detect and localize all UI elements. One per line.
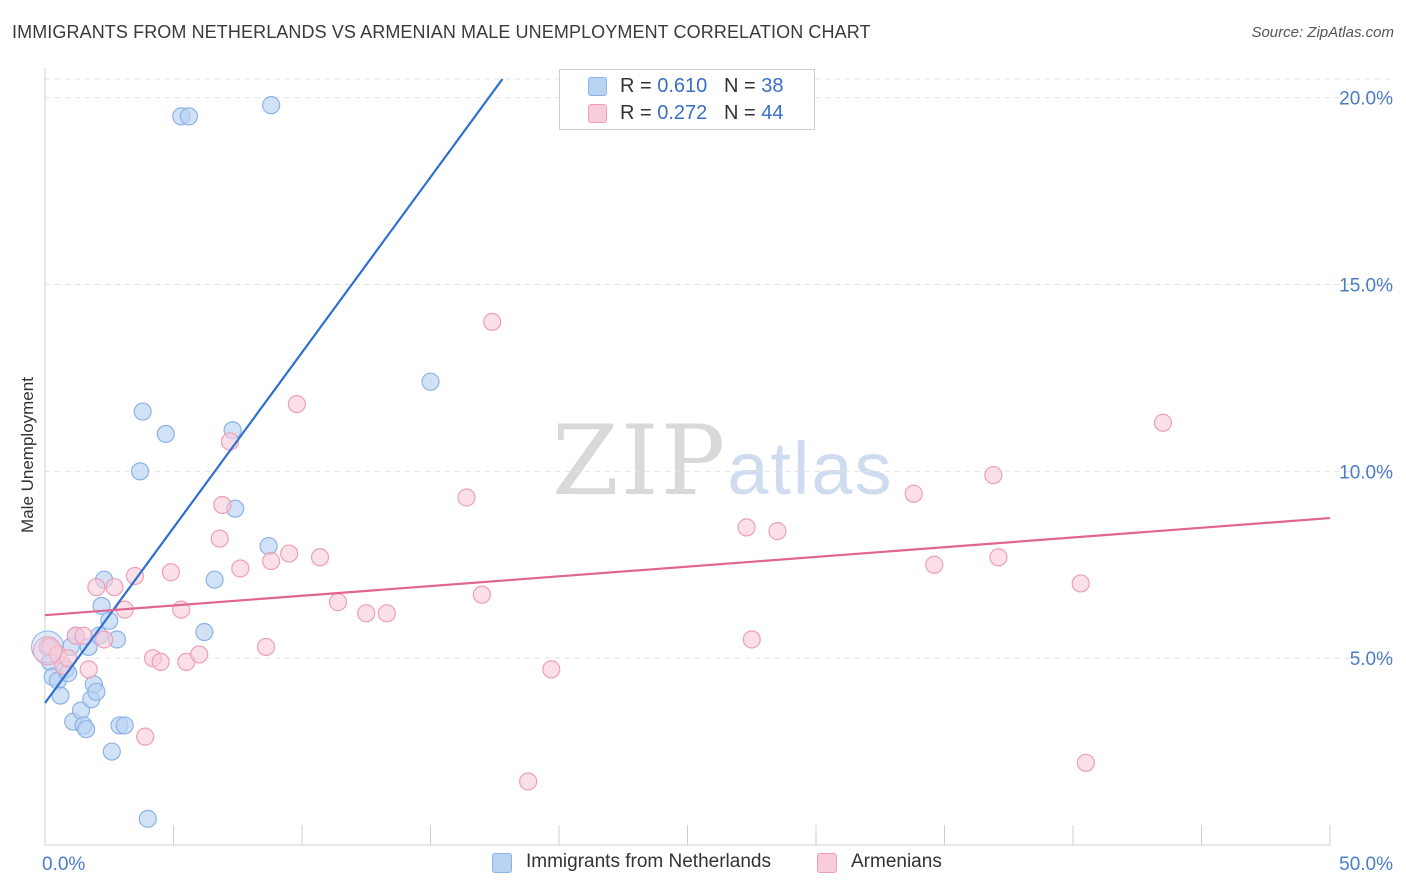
point-netherlands-35 — [259, 536, 278, 556]
point-netherlands-24 — [115, 716, 134, 735]
point-netherlands-21 — [102, 742, 121, 761]
point-armenians-29 — [357, 604, 376, 623]
point-armenians-12 — [136, 727, 155, 746]
point-armenians-35 — [542, 660, 561, 679]
x-tick-label-1: 50.0% — [1339, 854, 1393, 875]
point-armenians-43 — [1071, 574, 1090, 593]
point-armenians-41 — [984, 465, 1003, 485]
y-tick-label-3: 20.0% — [1339, 89, 1393, 110]
series-legend: Immigrants from Netherlands Armenians — [0, 851, 1406, 877]
watermark-zip: ZIP — [552, 405, 728, 517]
point-netherlands-27 — [138, 809, 157, 828]
point-armenians-24 — [262, 551, 281, 571]
legend-swatch-netherlands-bottom — [492, 853, 512, 873]
point-armenians-26 — [287, 394, 306, 414]
watermark: ZIPatlas — [552, 405, 894, 517]
point-armenians-37 — [742, 630, 761, 649]
source-label: Source: ZipAtlas.com — [1251, 24, 1394, 41]
axis-layer — [44, 68, 1331, 846]
point-armenians-8 — [95, 630, 114, 649]
legend-swatch-armenians-bottom — [817, 853, 837, 873]
watermark-atlas: atlas — [727, 427, 894, 510]
point-armenians-7 — [87, 578, 106, 597]
point-armenians-9 — [105, 578, 124, 597]
point-armenians-27 — [310, 548, 330, 567]
point-netherlands-31 — [195, 622, 214, 642]
x-tick-label-0: 0.0% — [42, 854, 85, 875]
point-netherlands-28 — [156, 424, 175, 444]
point-armenians-36 — [737, 518, 756, 537]
legend-swatch-netherlands — [588, 77, 607, 96]
series-netherlands-points — [31, 96, 440, 828]
trend-layer — [44, 78, 1331, 704]
point-netherlands-30 — [179, 107, 199, 126]
trend-line-netherlands — [44, 78, 504, 704]
point-armenians-18 — [190, 645, 209, 664]
point-armenians-19 — [210, 529, 229, 548]
point-armenians-44 — [1076, 753, 1095, 772]
point-armenians-31 — [457, 488, 476, 507]
legend-label-netherlands: Immigrants from Netherlands — [526, 851, 771, 872]
correlation-legend: R = 0.610 N = 38 R = 0.272 N = 44 — [559, 69, 815, 130]
point-armenians-22 — [231, 559, 250, 578]
point-netherlands-25 — [130, 462, 150, 481]
point-netherlands-16 — [87, 682, 106, 701]
point-netherlands-37 — [421, 372, 440, 391]
y-tick-label-1: 10.0% — [1339, 462, 1393, 483]
point-armenians-40 — [925, 555, 944, 574]
trend-line-armenians — [44, 516, 1331, 617]
point-netherlands-26 — [133, 402, 152, 421]
point-armenians-33 — [483, 312, 502, 331]
point-armenians-45 — [1153, 413, 1173, 432]
point-armenians-14 — [151, 652, 170, 672]
legend-label-armenians: Armenians — [851, 851, 942, 872]
point-netherlands-4 — [51, 686, 70, 705]
y-tick-label-0: 5.0% — [1350, 649, 1393, 670]
point-armenians-34 — [519, 772, 538, 791]
legend-text-netherlands: R = 0.610 N = 38 — [620, 75, 784, 97]
legend-text-armenians: R = 0.272 N = 44 — [620, 102, 784, 124]
point-netherlands-12 — [77, 720, 96, 739]
y-tick-label-2: 15.0% — [1339, 276, 1393, 297]
point-armenians-5 — [74, 626, 93, 645]
point-netherlands-20 — [100, 611, 119, 630]
point-netherlands-36 — [262, 96, 281, 115]
series-armenians-points — [33, 312, 1173, 791]
point-armenians-15 — [161, 563, 181, 582]
point-armenians-28 — [328, 593, 348, 612]
point-armenians-39 — [904, 484, 923, 503]
chart-title: IMMIGRANTS FROM NETHERLANDS VS ARMENIAN … — [12, 22, 871, 42]
point-armenians-38 — [768, 522, 787, 541]
point-armenians-20 — [213, 495, 232, 515]
point-armenians-11 — [125, 566, 145, 586]
point-armenians-cluster — [33, 636, 63, 666]
point-armenians-25 — [280, 544, 299, 563]
point-armenians-30 — [377, 604, 396, 623]
legend-swatch-armenians — [588, 104, 607, 123]
point-armenians-23 — [256, 637, 276, 657]
point-armenians-6 — [79, 660, 98, 679]
point-armenians-42 — [989, 548, 1008, 567]
tick-label-layer: 5.0% 10.0% 15.0% 20.0% 0.0% 50.0% — [42, 89, 1393, 875]
point-armenians-32 — [472, 585, 491, 604]
point-netherlands-32 — [205, 570, 224, 589]
